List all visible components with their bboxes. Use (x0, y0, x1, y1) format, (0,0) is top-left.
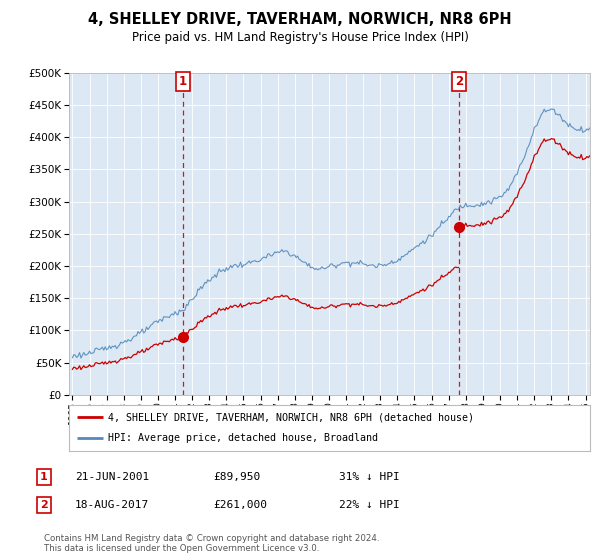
Text: 31% ↓ HPI: 31% ↓ HPI (339, 472, 400, 482)
Text: £261,000: £261,000 (213, 500, 267, 510)
Text: 4, SHELLEY DRIVE, TAVERHAM, NORWICH, NR8 6PH (detached house): 4, SHELLEY DRIVE, TAVERHAM, NORWICH, NR8… (108, 412, 474, 422)
Text: 22% ↓ HPI: 22% ↓ HPI (339, 500, 400, 510)
Text: 1: 1 (179, 74, 187, 88)
Text: 4, SHELLEY DRIVE, TAVERHAM, NORWICH, NR8 6PH: 4, SHELLEY DRIVE, TAVERHAM, NORWICH, NR8… (88, 12, 512, 27)
Text: Price paid vs. HM Land Registry's House Price Index (HPI): Price paid vs. HM Land Registry's House … (131, 31, 469, 44)
Text: 2: 2 (40, 500, 47, 510)
Text: 1: 1 (40, 472, 47, 482)
Text: HPI: Average price, detached house, Broadland: HPI: Average price, detached house, Broa… (108, 433, 378, 444)
Text: Contains HM Land Registry data © Crown copyright and database right 2024.
This d: Contains HM Land Registry data © Crown c… (44, 534, 379, 553)
Text: 21-JUN-2001: 21-JUN-2001 (75, 472, 149, 482)
Text: 2: 2 (455, 74, 463, 88)
Text: £89,950: £89,950 (213, 472, 260, 482)
Text: 18-AUG-2017: 18-AUG-2017 (75, 500, 149, 510)
